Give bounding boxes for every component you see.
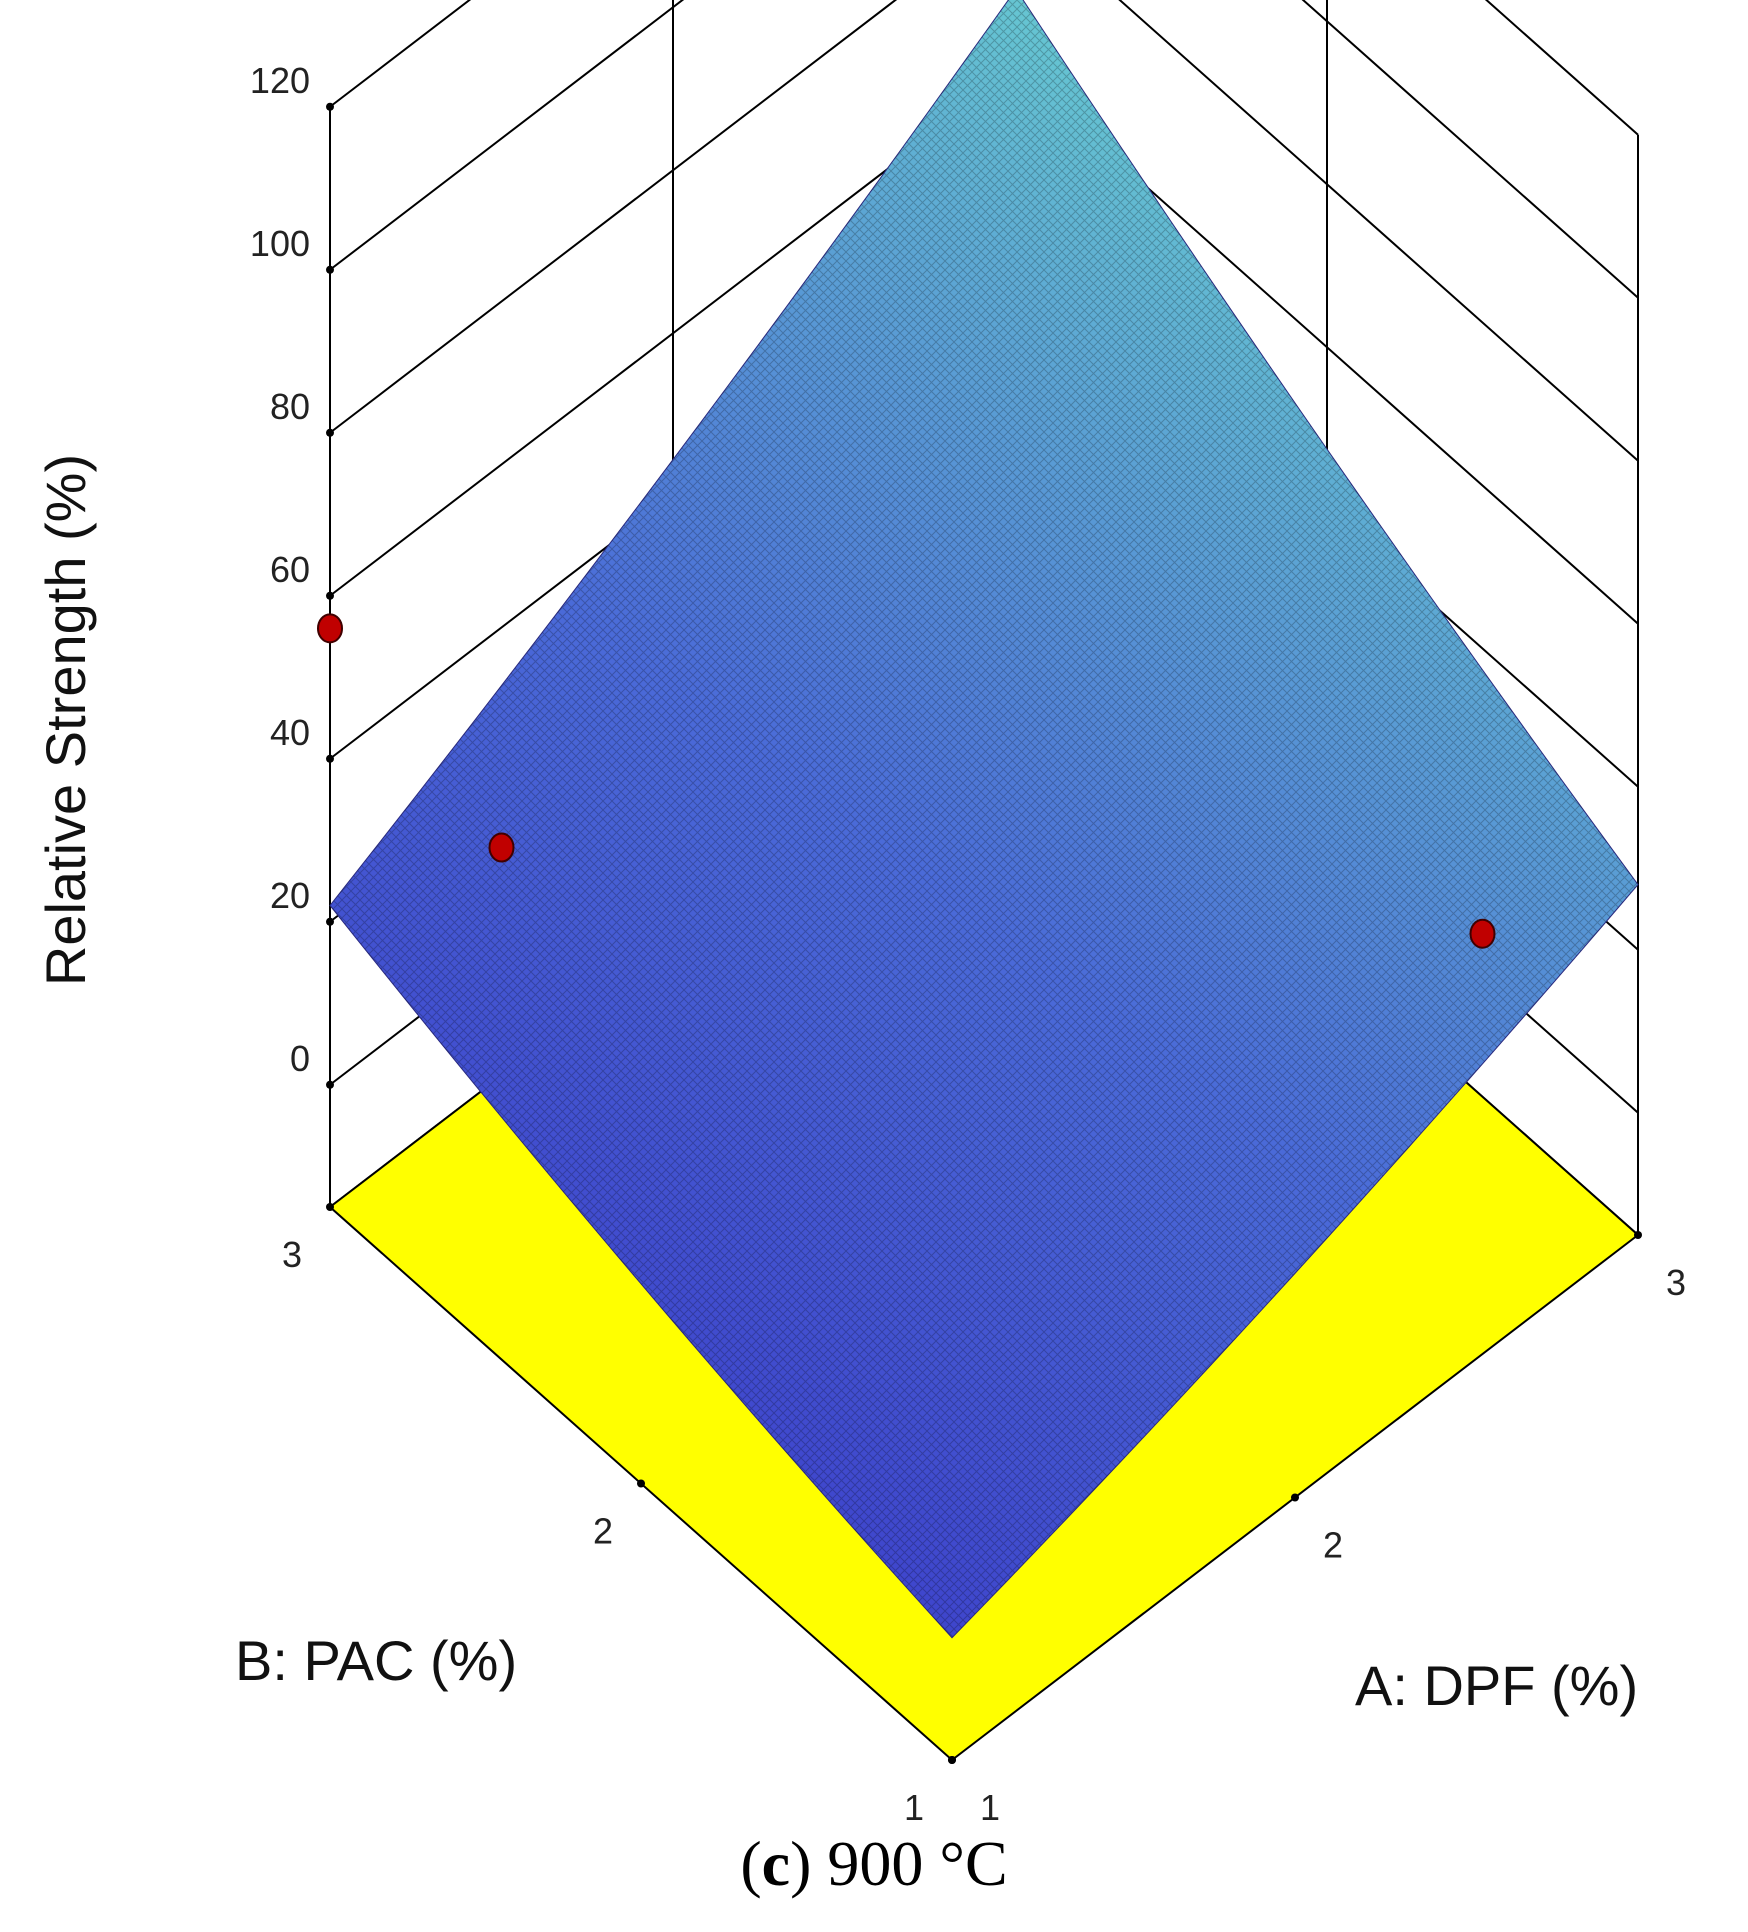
z-tick-mark bbox=[326, 428, 334, 437]
y-tick-mark bbox=[637, 1479, 645, 1488]
x-axis-title: A: DPF (%) bbox=[1355, 1654, 1638, 1717]
z-tick-mark bbox=[326, 265, 334, 274]
z-tick-label: 40 bbox=[270, 712, 310, 753]
z-tick-label: 20 bbox=[270, 875, 310, 916]
response-surface-mesh bbox=[330, 0, 1638, 1638]
z-tick-label: 0 bbox=[290, 1038, 310, 1079]
wall-gridline bbox=[329, 0, 1639, 299]
x-tick-mark bbox=[1291, 1493, 1299, 1502]
y-tick-label: 2 bbox=[593, 1511, 613, 1552]
x-tick-mark bbox=[1634, 1231, 1642, 1239]
y-tick-mark bbox=[948, 1756, 956, 1764]
z-axis-title: Relative Strength (%) bbox=[34, 454, 97, 986]
caption-letter: c bbox=[762, 1828, 790, 1899]
wall-gridline bbox=[329, 0, 1639, 462]
y-tick-label: 3 bbox=[282, 1234, 302, 1275]
figure-caption: (c) 900 °C bbox=[740, 1828, 1007, 1899]
design-point bbox=[488, 832, 515, 863]
x-tick-label: 1 bbox=[980, 1787, 1000, 1828]
z-tick-label: 60 bbox=[270, 549, 310, 590]
z-tick-mark bbox=[326, 591, 334, 600]
z-tick-label: 120 bbox=[250, 60, 310, 101]
design-points bbox=[317, 613, 1496, 949]
axis-ticks: 1 2 3 1 2 3 bbox=[282, 1203, 1686, 1828]
z-tick-mark bbox=[326, 917, 334, 926]
design-point bbox=[317, 613, 343, 644]
z-tick-label: 80 bbox=[270, 386, 310, 427]
z-axis: 0 20 40 60 80 100 120 bbox=[250, 60, 334, 1207]
x-tick-label: 3 bbox=[1666, 1262, 1686, 1303]
y-tick-label: 1 bbox=[904, 1787, 924, 1828]
z-tick-label: 100 bbox=[250, 223, 310, 264]
z-tick-mark bbox=[326, 754, 334, 763]
z-tick-mark bbox=[326, 1080, 334, 1089]
caption-text: 900 °C bbox=[827, 1828, 1007, 1899]
y-axis-title: B: PAC (%) bbox=[235, 1629, 517, 1692]
z-tick-mark bbox=[326, 102, 334, 111]
x-tick-label: 2 bbox=[1323, 1525, 1343, 1566]
design-point bbox=[1469, 918, 1496, 949]
y-tick-mark bbox=[326, 1203, 334, 1211]
